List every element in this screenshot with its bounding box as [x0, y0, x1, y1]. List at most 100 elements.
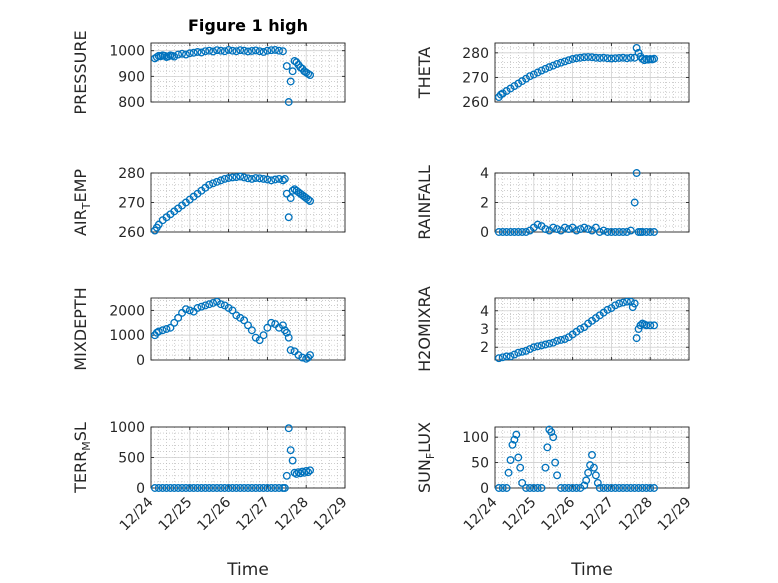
data-point: [638, 228, 647, 236]
data-point: [288, 456, 297, 465]
data-point: [224, 484, 233, 492]
data-point: [255, 174, 264, 183]
data-point: [584, 225, 593, 233]
data-point: [306, 351, 315, 359]
data-point: [619, 53, 627, 62]
y-tick-label: 2: [480, 196, 489, 212]
data-point: [582, 476, 591, 485]
data-point: [626, 226, 635, 235]
y-tick-label: 3: [480, 322, 489, 338]
data-point: [599, 484, 608, 492]
data-point: [622, 54, 631, 63]
y-tick-label: 1000: [109, 420, 145, 436]
x-tick-label-group: 12/25: [500, 494, 540, 534]
data-point: [174, 484, 183, 492]
data-point: [240, 46, 249, 55]
data-point: [560, 484, 569, 492]
data-point: [557, 58, 565, 67]
data-point: [255, 47, 264, 56]
data-point: [284, 98, 293, 106]
data-point: [162, 484, 171, 492]
data-point: [154, 327, 163, 336]
x-tick-label: 12/24: [117, 494, 157, 534]
data-point: [504, 468, 513, 477]
data-point: [282, 471, 291, 480]
tick-marks: [150, 172, 346, 233]
data-point: [611, 54, 620, 63]
data-point: [197, 484, 206, 492]
data-point: [251, 46, 260, 55]
data-point: [232, 47, 241, 56]
data-point: [584, 468, 593, 477]
data-point: [516, 463, 525, 472]
data-series: [150, 297, 315, 363]
data-point: [306, 71, 315, 80]
data-point: [553, 471, 562, 480]
data-point: [502, 352, 511, 361]
subplot-3: 260 270 280 AIRTEMP: [71, 166, 346, 241]
axes-box: [494, 426, 690, 489]
data-series: [494, 43, 659, 102]
data-point: [154, 484, 163, 492]
data-point: [533, 220, 542, 229]
y-tick-label: 0: [136, 353, 145, 369]
data-point: [267, 176, 276, 185]
data-point: [514, 453, 523, 462]
data-point: [595, 484, 604, 492]
data-point: [506, 228, 515, 236]
data-point: [557, 335, 565, 344]
tick-marks: [494, 43, 690, 103]
x-tick-label: 12/26: [194, 494, 234, 534]
y-axis-label: RAINFALL: [415, 165, 434, 240]
data-point: [236, 484, 245, 492]
data-point: [588, 53, 596, 62]
data-point: [263, 484, 272, 492]
y-tick-label: 280: [118, 166, 145, 182]
x-tick-label: 12/26: [538, 494, 578, 534]
data-point: [568, 484, 577, 492]
data-point: [271, 45, 280, 54]
data-point: [205, 180, 214, 189]
data-point: [271, 484, 280, 492]
data-point: [591, 53, 600, 62]
data-point: [560, 335, 569, 343]
data-point: [603, 484, 612, 492]
x-tick-label-group: 12/26: [538, 494, 578, 534]
tick-marks: [150, 43, 346, 103]
x-tick-label-group: 12/28: [616, 494, 656, 534]
data-point: [593, 478, 602, 487]
data-point: [529, 484, 538, 492]
data-point: [197, 48, 206, 57]
data-point: [522, 228, 530, 236]
data-point: [197, 302, 206, 311]
data-point: [181, 305, 190, 314]
data-point: [508, 440, 517, 449]
data-point: [193, 303, 202, 312]
data-point: [201, 484, 210, 492]
data-point: [522, 74, 530, 83]
y-tick-label: 260: [118, 225, 145, 241]
data-point: [541, 225, 550, 233]
y-axis-label-group: RAINFALL: [415, 165, 434, 240]
data-point: [630, 198, 639, 207]
data-point: [650, 484, 659, 492]
data-point: [275, 174, 283, 183]
data-point: [158, 484, 167, 492]
data-point: [193, 48, 202, 56]
data-point: [306, 197, 315, 205]
subplot-2: 260 270 280 THETA: [415, 42, 690, 111]
data-point: [576, 225, 585, 233]
data-point: [189, 484, 198, 492]
data-point: [632, 169, 641, 177]
y-tick-label: 270: [462, 70, 489, 86]
y-tick-label: 800: [118, 95, 145, 111]
data-point: [510, 228, 519, 236]
data-point: [646, 484, 655, 492]
data-point: [646, 321, 655, 330]
data-series: [494, 297, 659, 363]
data-point: [244, 174, 252, 183]
y-axis-label: AIRTEMP: [71, 169, 93, 236]
subplot-7: 0 500 1000 TERRMSL 12/2412/2512/2612/2712/28…: [71, 420, 351, 580]
data-point: [240, 316, 249, 325]
data-point: [560, 223, 569, 232]
